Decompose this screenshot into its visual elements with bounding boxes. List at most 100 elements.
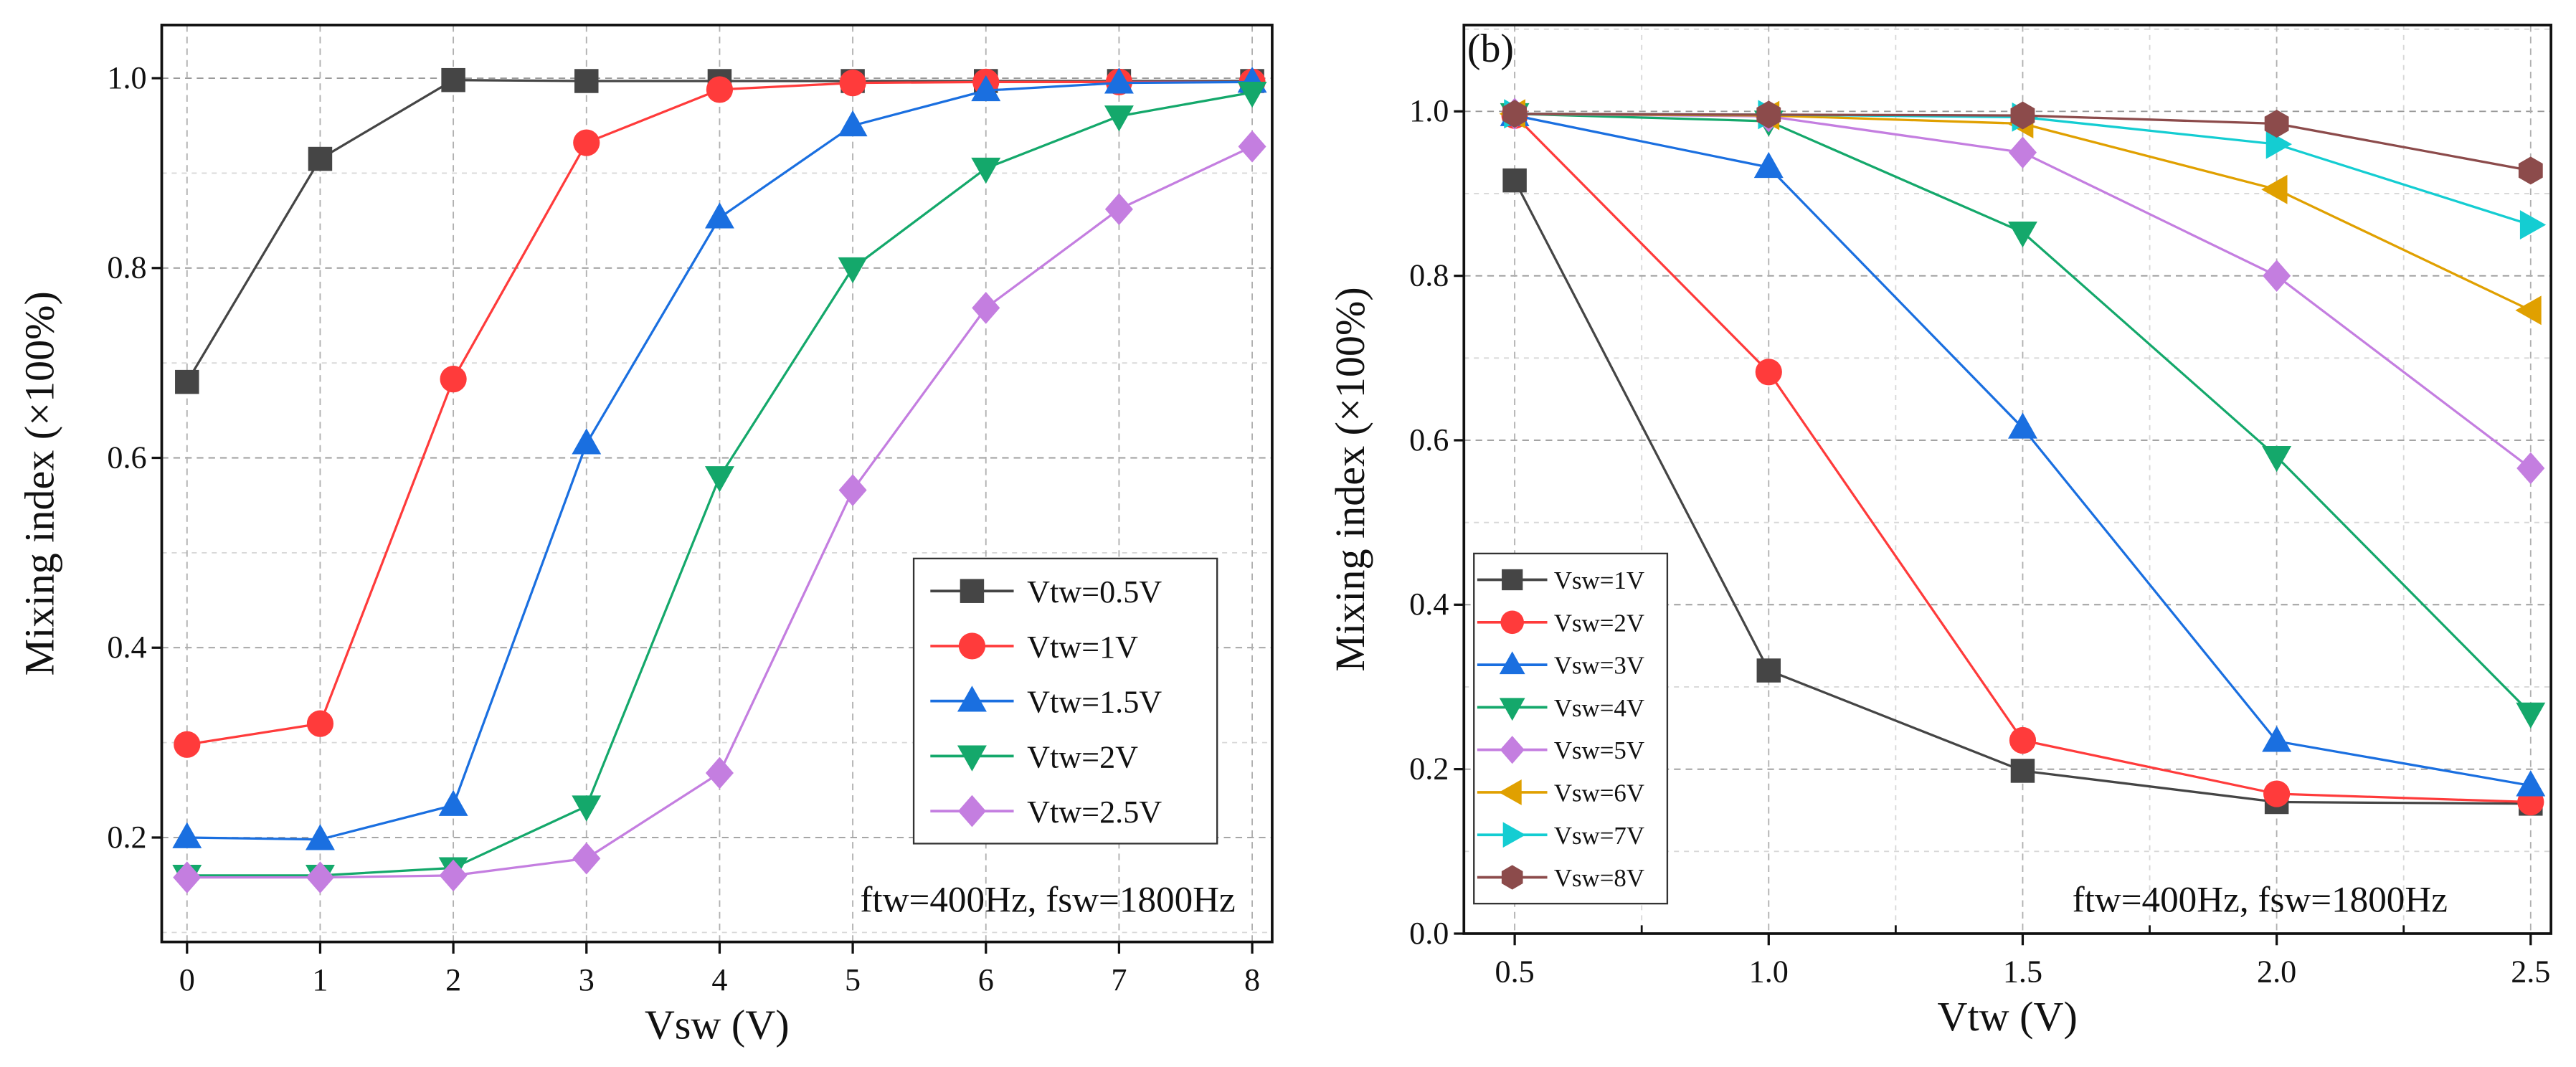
series-vsw-6v xyxy=(1499,99,2542,326)
legend-label: Vsw=6V xyxy=(1554,779,1644,807)
data-point xyxy=(305,824,335,850)
legend-label: Vsw=8V xyxy=(1554,864,1644,892)
plot-frame xyxy=(160,24,1274,944)
data-point xyxy=(1753,151,1784,179)
y-tick-label: 0.4 xyxy=(107,630,146,665)
data-point xyxy=(704,466,734,493)
legend: Vtw=0.5V Vtw=1V Vtw=1.5V Vtw=2V Vtw=2.5V xyxy=(912,557,1218,845)
panel-label: (b) xyxy=(1467,27,1514,71)
legend-marker xyxy=(1498,779,1522,805)
data-point xyxy=(2263,780,2291,807)
legend-label: Vsw=2V xyxy=(1554,609,1644,637)
x-tick-label: 7 xyxy=(1111,962,1127,997)
y-tick-label: 0.2 xyxy=(107,820,146,855)
x-tick-label: 3 xyxy=(579,962,595,997)
series-vtw-1-5v xyxy=(172,66,1267,850)
x-tick-label: 0 xyxy=(179,962,195,997)
data-point xyxy=(838,110,868,137)
y-tick-label: 0.4 xyxy=(1409,587,1449,622)
y-tick-label: 0.8 xyxy=(107,250,146,285)
data-point xyxy=(704,202,734,229)
legend-marker xyxy=(1499,651,1525,675)
x-tick-label: 8 xyxy=(1244,962,1260,997)
data-point xyxy=(972,292,1000,324)
plot-frame xyxy=(1462,24,2552,935)
x-tick-label: 1.5 xyxy=(2003,954,2042,989)
data-point xyxy=(308,146,333,171)
legend-marker xyxy=(1502,822,1526,848)
x-tick-label: 2.5 xyxy=(2511,954,2550,989)
legend-label: Vtw=0.5V xyxy=(1027,574,1162,610)
data-point xyxy=(574,69,599,93)
x-axis-label: Vsw (V) xyxy=(645,1001,790,1048)
data-point xyxy=(1104,105,1134,132)
data-point xyxy=(1237,81,1267,108)
annotation: ftw=400Hz, fsw=1800Hz xyxy=(860,880,1235,921)
legend-marker xyxy=(957,745,987,772)
data-point xyxy=(440,366,467,393)
data-point xyxy=(438,789,468,816)
legend-marker xyxy=(1499,698,1525,721)
data-point xyxy=(172,822,202,848)
data-point xyxy=(306,861,334,893)
data-point xyxy=(705,757,734,789)
legend-marker xyxy=(1500,610,1524,635)
x-tick-label: 4 xyxy=(711,962,727,997)
data-point xyxy=(1756,100,1781,129)
x-tick-label: 2 xyxy=(445,962,461,997)
y-tick-label: 0.6 xyxy=(1409,422,1449,457)
legend-marker xyxy=(1502,569,1523,591)
legend-label: Vsw=1V xyxy=(1554,566,1644,594)
data-point xyxy=(2265,129,2293,159)
y-tick-label: 1.0 xyxy=(107,60,146,95)
legend: Vsw=1V Vsw=2V Vsw=3V Vsw=4V Vsw=5V Vsw=6V Vsw=… xyxy=(1473,552,1669,905)
data-point xyxy=(2262,726,2292,752)
data-point xyxy=(441,67,465,93)
y-axis-label: Mixing index (×100%) xyxy=(1327,287,1373,671)
x-tick-label: 6 xyxy=(978,962,994,997)
data-point xyxy=(1104,67,1134,94)
annotation: ftw=400Hz, fsw=1800Hz xyxy=(2073,880,2448,921)
legend-marker xyxy=(1501,865,1523,890)
data-point xyxy=(838,474,867,506)
data-point xyxy=(2007,412,2037,439)
data-point xyxy=(971,75,1001,102)
data-point xyxy=(1104,193,1133,226)
y-tick-label: 0.0 xyxy=(1409,916,1449,951)
y-axis-label: Mixing index (×100%) xyxy=(16,291,62,675)
legend-marker xyxy=(958,632,986,660)
data-point xyxy=(971,157,1001,184)
data-point xyxy=(175,369,199,394)
y-tick-label: 0.6 xyxy=(107,440,146,475)
data-point xyxy=(2010,101,2035,130)
legend-label: Vsw=3V xyxy=(1554,652,1644,680)
legend-label: Vtw=2V xyxy=(1027,739,1138,774)
legend-marker xyxy=(957,686,987,712)
data-point xyxy=(2516,702,2546,729)
data-point xyxy=(174,731,201,758)
data-point xyxy=(706,76,734,103)
data-point xyxy=(2264,109,2289,138)
data-point xyxy=(2261,174,2288,204)
data-point xyxy=(572,842,601,875)
x-axis-label: Vtw (V) xyxy=(1938,993,2078,1040)
data-point xyxy=(2007,221,2037,248)
data-point xyxy=(838,257,868,284)
data-point xyxy=(2519,210,2547,240)
data-point xyxy=(2010,759,2035,783)
data-point xyxy=(573,129,600,156)
x-tick-label: 1 xyxy=(312,962,328,997)
data-point xyxy=(1756,658,1781,683)
data-point xyxy=(839,70,866,97)
data-point xyxy=(1502,168,1527,193)
data-point xyxy=(2518,156,2543,185)
data-point xyxy=(306,710,334,737)
series-vsw-8v xyxy=(1502,100,2543,185)
y-tick-label: 0.2 xyxy=(1409,751,1449,787)
legend-marker xyxy=(960,579,985,603)
x-tick-label: 2.0 xyxy=(2257,954,2296,989)
chart-panel-a: 0.20.40.60.81.00 1 2 3 4 5 6 7 8Vtw=0.5VVtw=1VVt… xyxy=(16,24,1274,1048)
data-point xyxy=(1502,100,1528,128)
legend-label: Vtw=1.5V xyxy=(1027,685,1162,720)
